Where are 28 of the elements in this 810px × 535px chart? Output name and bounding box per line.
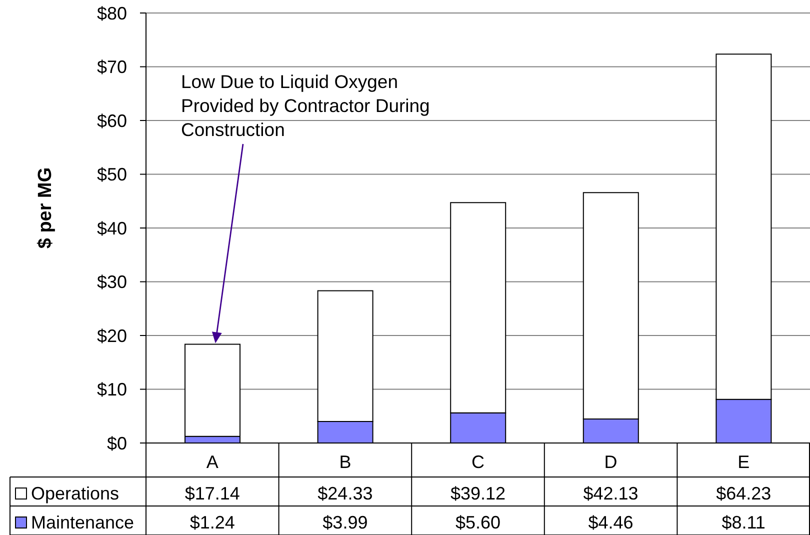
- x-tick-label: E: [738, 452, 750, 472]
- x-tick-label: B: [339, 452, 352, 472]
- y-tick-label: $80: [96, 3, 127, 24]
- data-label: $8.11: [722, 512, 766, 532]
- y-axis-title: $ per MG: [34, 167, 56, 249]
- x-tick-label: A: [206, 452, 218, 472]
- y-tick-label: $30: [96, 272, 127, 292]
- x-tick-label: C: [472, 452, 484, 472]
- data-label: $5.60: [455, 512, 501, 532]
- y-tick-label: $10: [96, 380, 127, 400]
- data-label: $64.23: [716, 484, 772, 504]
- y-tick-label: $70: [96, 57, 127, 78]
- y-tick-label: $60: [96, 110, 127, 131]
- data-label: $17.14: [184, 484, 240, 504]
- y-tick-label: $50: [96, 164, 127, 185]
- annotation: Low Due to Liquid Oxygen Provided by Contractor During Construction: [181, 70, 431, 142]
- data-label: $1.24: [190, 512, 235, 532]
- y-tick-label: $0: [106, 433, 127, 454]
- data-label: $24.33: [318, 484, 373, 504]
- data-label: $4.46: [588, 512, 634, 532]
- legend-label: Operations: [31, 484, 120, 504]
- data-label: $3.99: [322, 512, 368, 532]
- data-label: $42.13: [583, 484, 638, 504]
- y-tick-label: $20: [96, 326, 127, 346]
- y-tick-label: $40: [96, 218, 127, 238]
- x-tick-label: D: [604, 452, 618, 472]
- data-label: $39.12: [450, 484, 506, 504]
- legend-label: Maintenance: [31, 512, 134, 532]
